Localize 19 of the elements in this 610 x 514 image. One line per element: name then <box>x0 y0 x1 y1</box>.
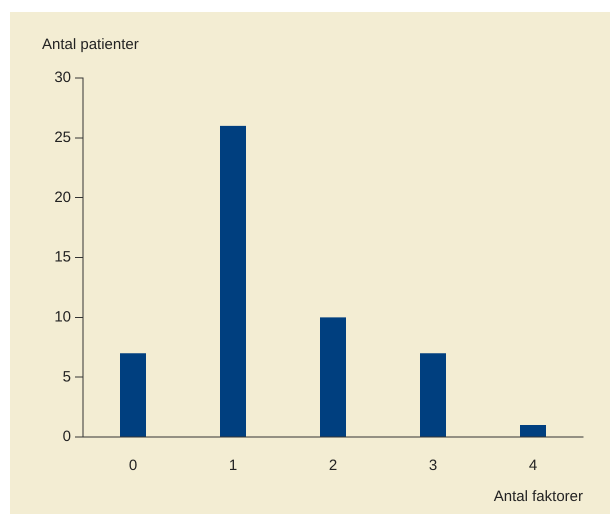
bar <box>220 126 246 436</box>
y-tick-label: 0 <box>62 428 71 446</box>
y-tick-label: 5 <box>62 368 71 386</box>
x-tick-label: 0 <box>128 457 138 474</box>
y-tick-label: 20 <box>54 188 71 206</box>
bar <box>420 353 446 436</box>
x-tick-label: 2 <box>328 457 338 474</box>
bar <box>520 425 546 436</box>
bar <box>120 353 146 436</box>
x-tick-label: 3 <box>428 457 438 474</box>
bar <box>320 317 346 436</box>
y-tick-label: 15 <box>54 248 71 266</box>
y-axis-title: Antal patienter <box>42 36 139 54</box>
x-tick-label: 1 <box>228 457 238 474</box>
x-axis-title: Antal faktorer <box>494 488 583 506</box>
y-tick-label: 30 <box>54 69 71 86</box>
y-tick-label: 10 <box>54 308 71 326</box>
x-tick-label: 4 <box>528 457 538 474</box>
y-tick-label: 25 <box>54 128 71 146</box>
